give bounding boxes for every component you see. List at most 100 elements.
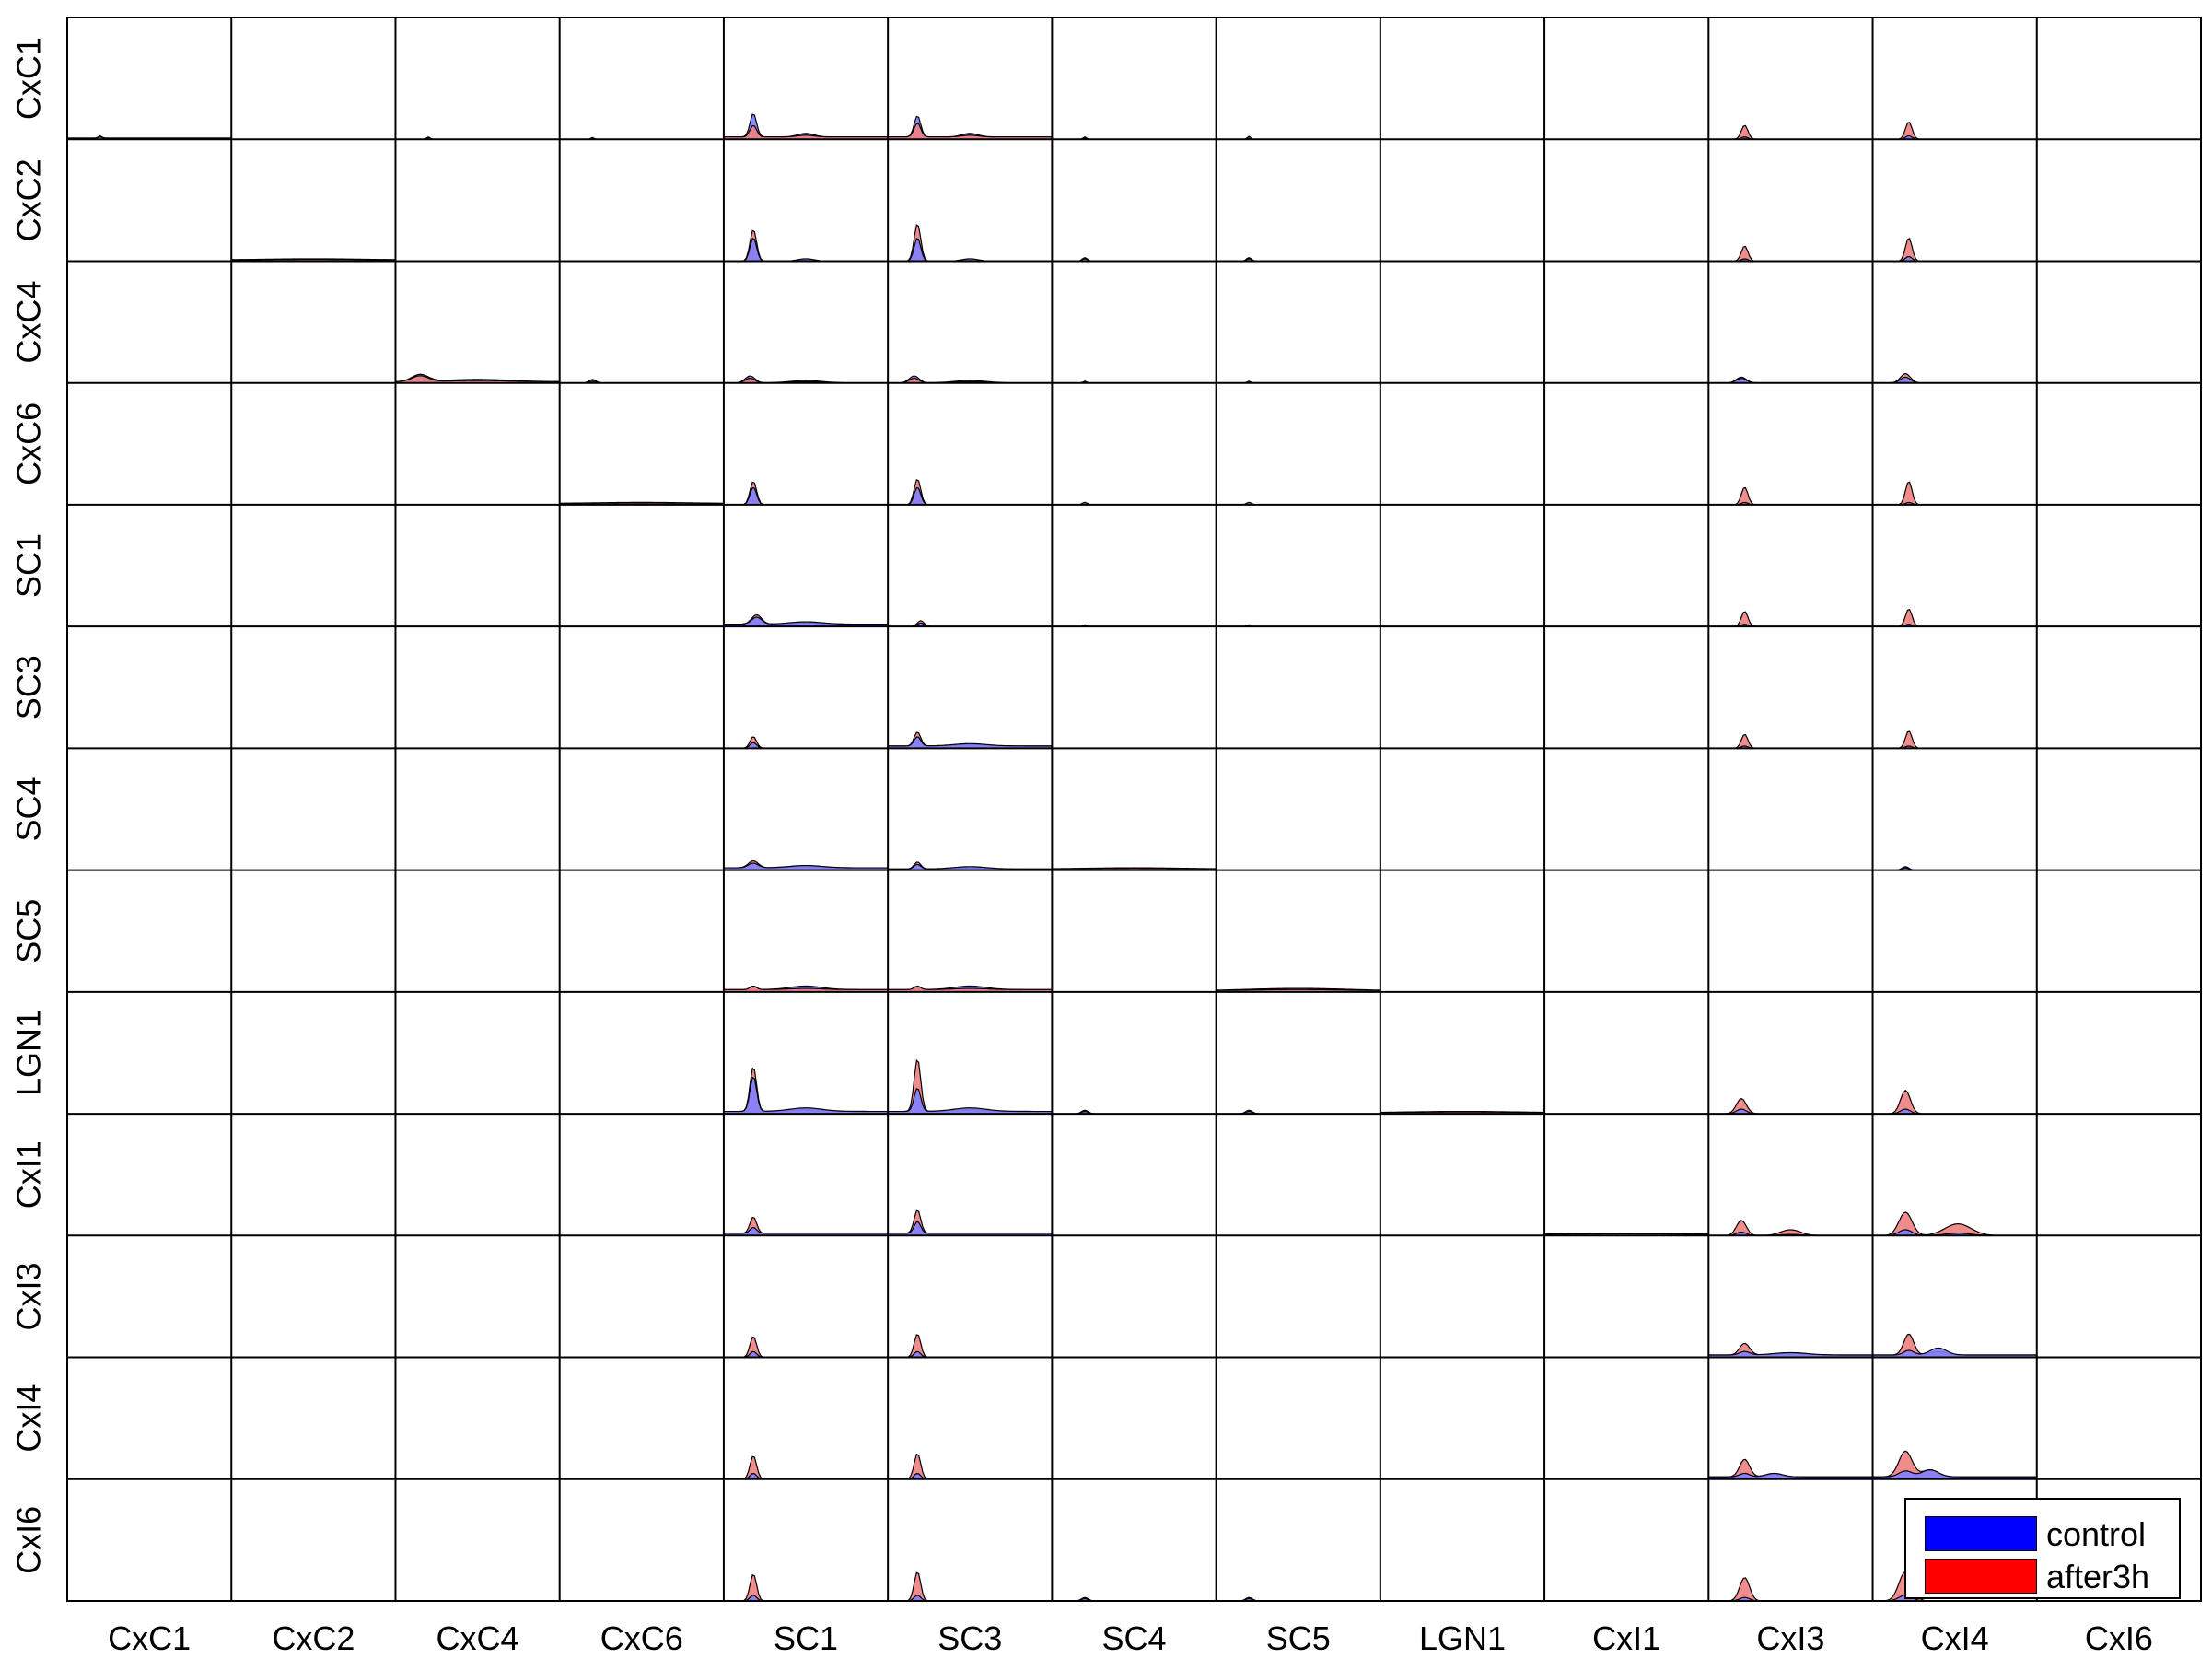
col-label-SC4: SC4 xyxy=(1101,1619,1166,1657)
cell-CxI1-CxI4 xyxy=(1872,1211,2037,1236)
density-after3h xyxy=(1708,245,1873,263)
legend-label-after3h: after3h xyxy=(2046,1558,2150,1595)
row-label-CxI3: CxI3 xyxy=(10,1262,48,1330)
cell-LGN1-SC3 xyxy=(887,1058,1053,1115)
row-label-CxI4: CxI4 xyxy=(10,1384,48,1453)
density-after3h xyxy=(887,123,1053,140)
density-after3h xyxy=(888,1334,1053,1359)
density-after3h xyxy=(887,986,1053,993)
density-after3h xyxy=(1708,124,1873,140)
col-label-CxI3: CxI3 xyxy=(1756,1619,1824,1657)
cell-CxC6-CxI3 xyxy=(1708,486,1873,506)
col-label-CxI4: CxI4 xyxy=(1921,1619,1989,1657)
cell-CxI1-SC1 xyxy=(723,1216,889,1236)
col-label-SC5: SC5 xyxy=(1266,1619,1331,1657)
density-after3h xyxy=(1708,1220,1873,1236)
cell-CxC6-SC3 xyxy=(888,479,1053,506)
cell-CxC2-SC1 xyxy=(723,229,889,263)
cell-CxI1-CxI3 xyxy=(1708,1220,1873,1236)
cell-CxI3-SC3 xyxy=(888,1334,1053,1359)
cell-SC4-SC1 xyxy=(723,859,889,871)
cell-SC3-SC1 xyxy=(723,736,889,749)
col-label-CxC1: CxC1 xyxy=(108,1619,191,1657)
density-after3h xyxy=(1708,486,1873,506)
cell-CxC1-CxI3 xyxy=(1708,124,1873,140)
density-after3h xyxy=(888,1453,1053,1480)
cell-SC1-SC1 xyxy=(723,613,889,627)
density-control xyxy=(887,1088,1053,1115)
cell-CxI6-SC1 xyxy=(723,1573,889,1602)
cell-SC5-SC1 xyxy=(723,985,889,993)
legend-swatch-control xyxy=(1925,1516,2037,1551)
row-label-SC5: SC5 xyxy=(10,899,48,964)
density-after3h xyxy=(1708,733,1873,749)
density-control xyxy=(723,1226,889,1236)
col-label-CxC6: CxC6 xyxy=(600,1619,683,1657)
col-label-SC3: SC3 xyxy=(937,1619,1002,1657)
density-after3h xyxy=(1872,122,2037,140)
row-label-SC3: SC3 xyxy=(10,655,48,719)
legend-item-after3h: after3h xyxy=(1925,1559,2173,1595)
density-after3h xyxy=(1872,238,2037,263)
cell-SC1-CxI4 xyxy=(1872,608,2037,627)
legend-item-control: control xyxy=(1925,1516,2173,1553)
cell-SC3-SC3 xyxy=(887,731,1053,749)
row-label-SC1: SC1 xyxy=(10,533,48,598)
density-control xyxy=(723,1076,889,1115)
cell-SC3-CxI3 xyxy=(1708,733,1873,749)
cell-CxI4-SC1 xyxy=(723,1455,889,1480)
density-after3h xyxy=(1708,1097,1873,1115)
density-after3h xyxy=(723,124,889,140)
density-after3h xyxy=(723,1455,889,1480)
density-after3h xyxy=(723,986,889,993)
col-label-CxC4: CxC4 xyxy=(437,1619,519,1657)
density-after3h xyxy=(723,1336,889,1359)
density-control xyxy=(1871,1469,2038,1480)
cell-CxC4-SC1 xyxy=(723,375,889,384)
col-label-CxC2: CxC2 xyxy=(272,1619,355,1657)
cell-LGN1-CxI4 xyxy=(1872,1089,2037,1115)
cell-CxI4-SC3 xyxy=(888,1453,1053,1480)
legend-label-control: control xyxy=(2046,1515,2147,1553)
cell-LGN1-SC1 xyxy=(723,1067,889,1115)
cell-CxC2-SC3 xyxy=(888,224,1053,263)
density-after3h xyxy=(888,1571,1053,1602)
density-control xyxy=(1707,1350,1874,1359)
cell-SC4-SC3 xyxy=(887,861,1053,871)
density-after3h xyxy=(1872,481,2037,506)
density-after3h xyxy=(394,375,561,384)
cell-CxC4-CxI4 xyxy=(1872,372,2037,384)
cell-CxC4-SC3 xyxy=(888,375,1053,384)
outer-frame xyxy=(66,17,2202,1602)
col-label-LGN1: LGN1 xyxy=(1419,1619,1506,1657)
legend-swatch-after3h xyxy=(1925,1559,2037,1594)
density-after3h xyxy=(723,1573,889,1602)
cell-LGN1-CxI3 xyxy=(1708,1097,1873,1115)
row-label-CxC1: CxC1 xyxy=(10,37,48,120)
density-control xyxy=(887,1221,1053,1236)
density-control xyxy=(887,863,1053,871)
cell-SC1-CxI3 xyxy=(1708,611,1873,627)
cell-SC5-SC3 xyxy=(887,985,1053,993)
cell-CxC1-SC1 xyxy=(723,113,889,140)
col-label-CxI6: CxI6 xyxy=(2085,1619,2153,1657)
cell-CxI3-CxI4 xyxy=(1871,1333,2038,1359)
cell-SC3-CxI4 xyxy=(1872,730,2037,749)
cell-CxC6-CxI4 xyxy=(1872,481,2037,506)
density-after3h xyxy=(1708,1577,1873,1602)
density-control xyxy=(723,616,889,627)
row-label-CxC6: CxC6 xyxy=(10,403,48,485)
density-after3h xyxy=(1872,730,2037,749)
grid-frame xyxy=(66,17,2202,1602)
row-label-CxC4: CxC4 xyxy=(10,281,48,364)
cell-CxI6-CxI3 xyxy=(1708,1577,1873,1602)
cell-CxC2-CxI3 xyxy=(1708,245,1873,263)
row-label-CxC2: CxC2 xyxy=(10,158,48,241)
column-labels: CxC1 CxC2 CxC4 CxC6 SC1 SC3 SC4 SC5 LGN1 CxI1 CxI3… xyxy=(108,1619,2153,1657)
cell-CxI3-CxI3 xyxy=(1707,1342,1874,1359)
cell-CxI1-SC3 xyxy=(887,1209,1053,1236)
cell-CxI4-CxI4 xyxy=(1871,1450,2038,1480)
density-after3h xyxy=(1872,1211,2037,1236)
row-label-CxI6: CxI6 xyxy=(10,1506,48,1574)
